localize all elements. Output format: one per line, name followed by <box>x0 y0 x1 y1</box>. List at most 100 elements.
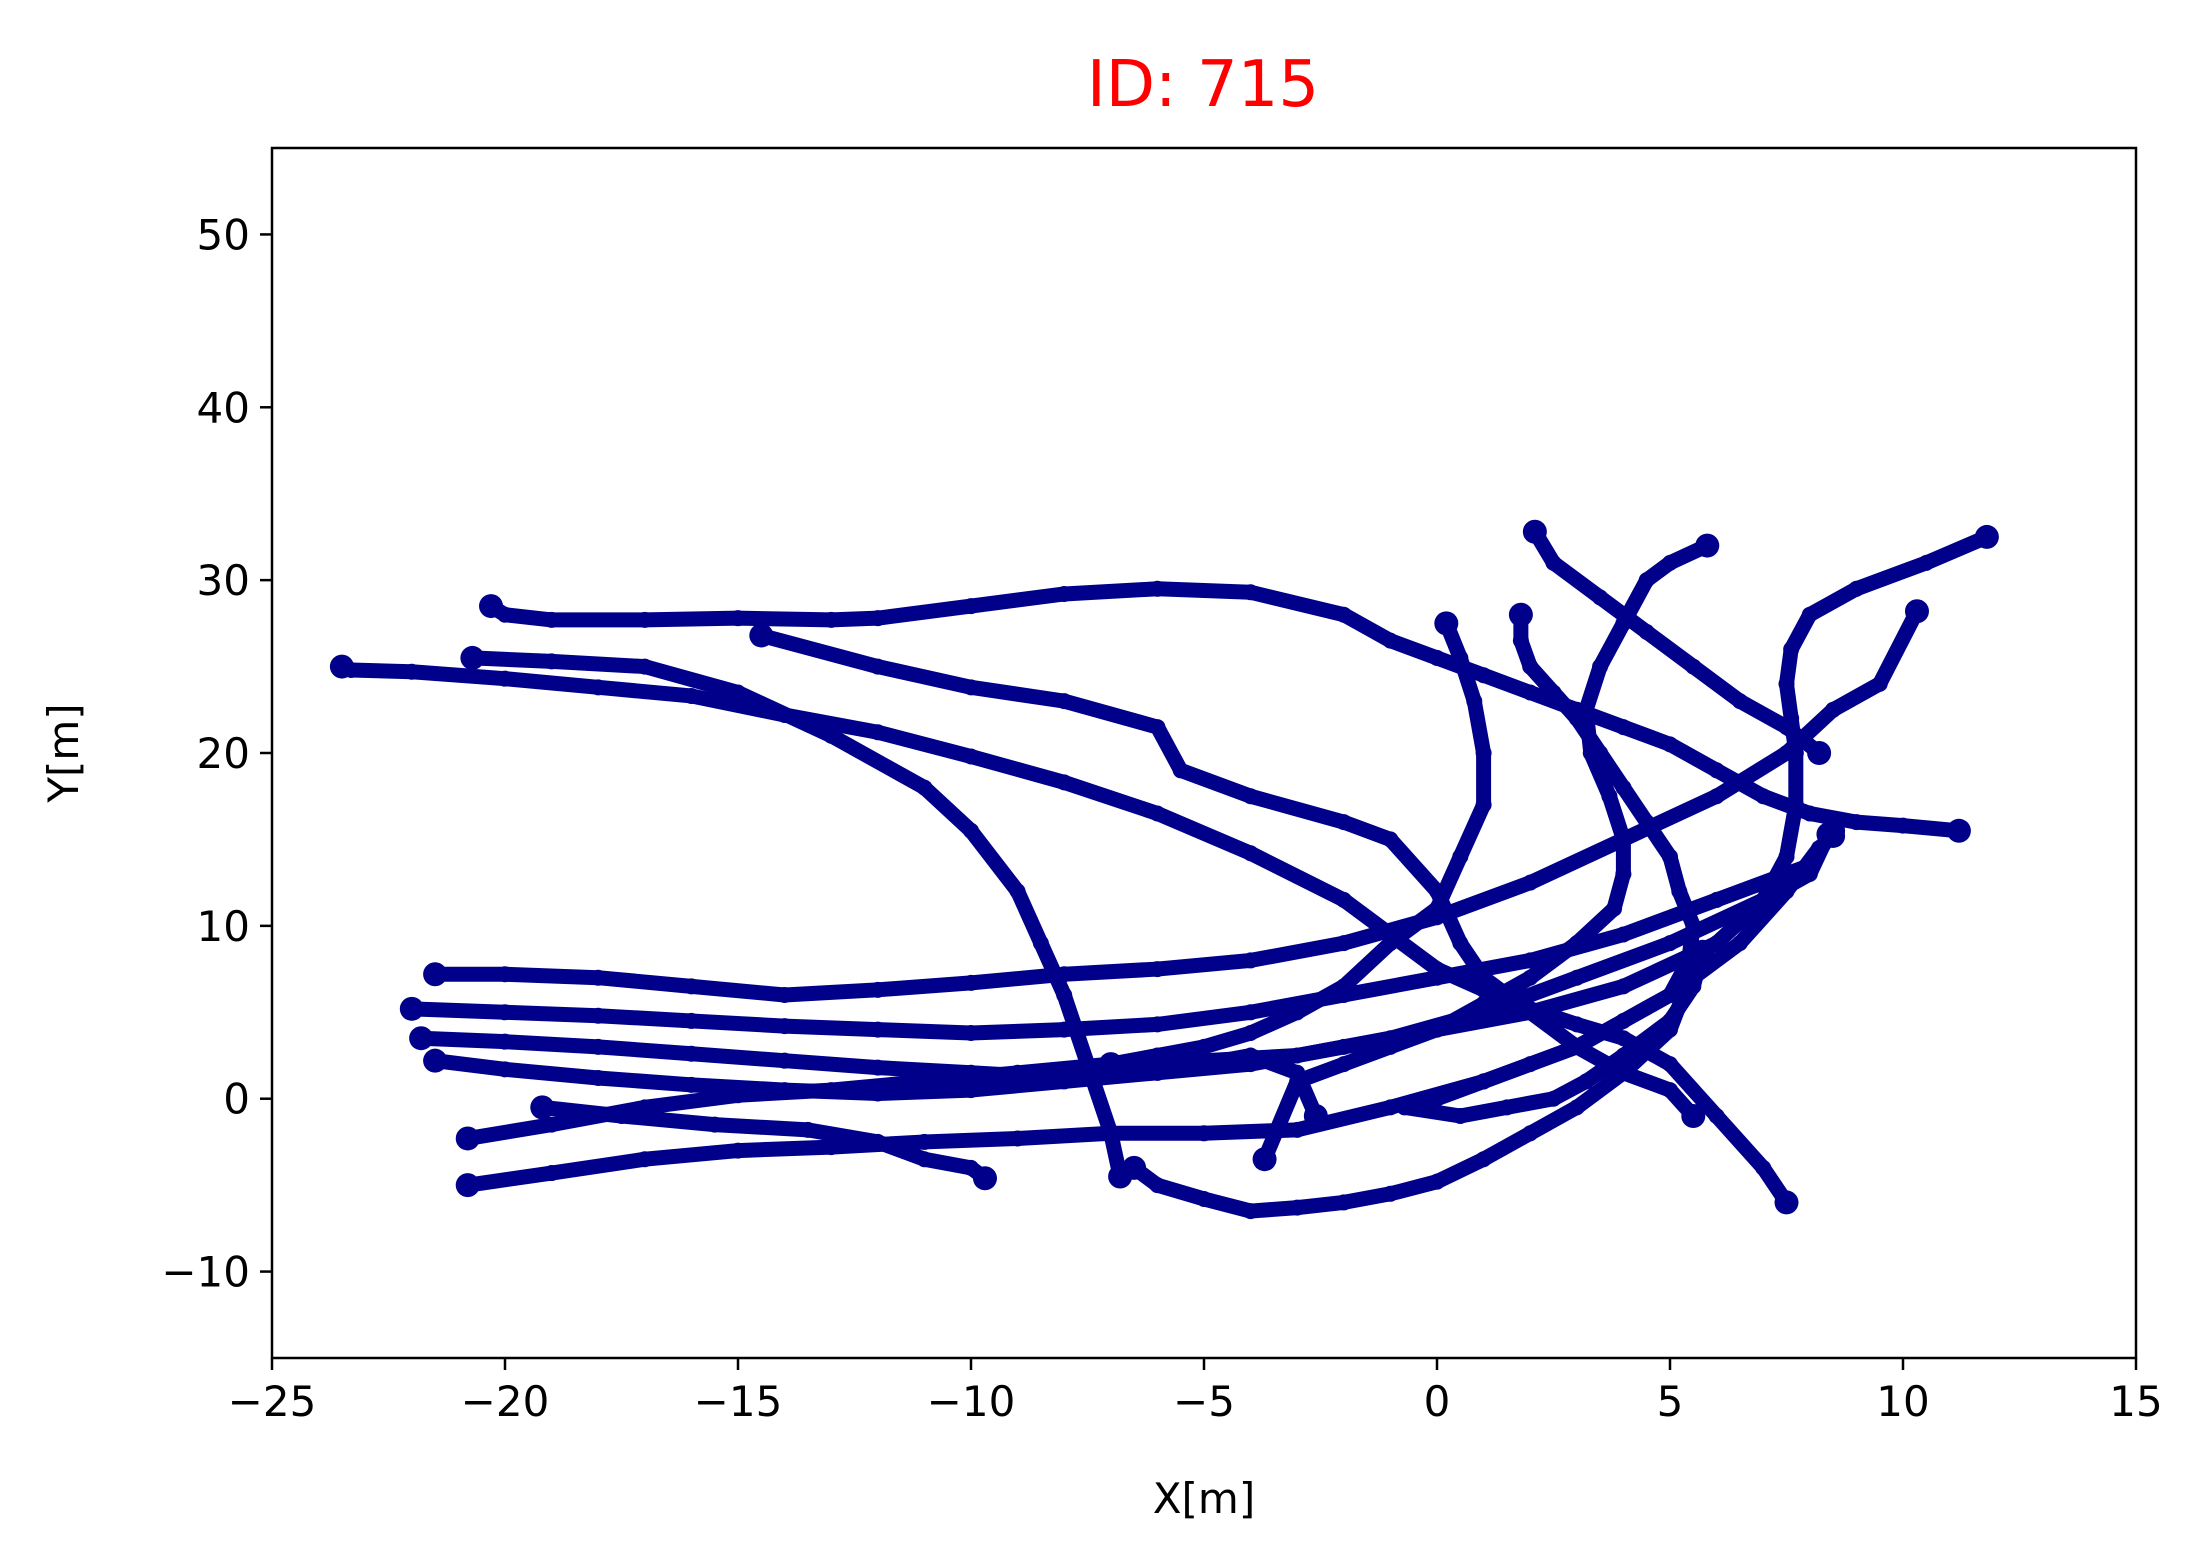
trajectory-point <box>1755 788 1772 805</box>
trajectory-point <box>1871 675 1888 692</box>
trajectory-line <box>1527 524 1827 761</box>
trajectory-point <box>1242 788 1259 805</box>
trajectory-point <box>1662 1082 1678 1099</box>
trajectory-point <box>1731 693 1748 710</box>
trajectory-point <box>497 966 513 983</box>
trajectory-point <box>1755 1159 1772 1176</box>
trajectory-point <box>1568 1016 1585 1033</box>
x-tick-label: −15 <box>694 1377 783 1426</box>
trajectory-point <box>1568 710 1585 727</box>
trajectory-point <box>1615 926 1632 943</box>
trajectory-point <box>1825 701 1842 718</box>
trajectory-point <box>1242 1004 1259 1021</box>
trajectory-point <box>1196 1038 1212 1055</box>
trajectory-end-point <box>1252 1147 1277 1172</box>
trajectory-point <box>1056 585 1073 602</box>
trajectory-series-13 <box>1522 519 1832 765</box>
y-tick-label: 40 <box>197 383 250 432</box>
trajectory-point <box>1512 632 1529 649</box>
trajectory-point <box>1335 1056 1352 1073</box>
trajectory-point <box>963 1025 979 1042</box>
trajectory-point <box>1606 900 1623 917</box>
trajectory-point <box>1149 1177 1166 1194</box>
trajectory-point <box>869 724 886 741</box>
trajectory-point <box>730 684 746 701</box>
trajectory-point <box>799 1121 816 1138</box>
trajectory-point <box>1382 831 1399 848</box>
trajectory-point <box>1638 814 1655 831</box>
trajectory-point <box>1615 719 1632 736</box>
trajectory-line <box>460 828 1841 1193</box>
trajectory-point <box>497 1061 513 1078</box>
trajectory-point <box>963 1082 979 1099</box>
trajectory-end-point <box>1974 524 1999 549</box>
trajectory-point <box>1335 814 1352 831</box>
trajectory-point <box>1848 814 1865 831</box>
trajectory-point <box>1196 1190 1212 1207</box>
trajectory-point <box>1578 1073 1595 1090</box>
trajectory-point <box>1009 883 1026 900</box>
trajectory-series-16 <box>1122 957 1706 1220</box>
trajectory-point <box>1289 1121 1306 1138</box>
trajectory-point <box>1056 1021 1073 1038</box>
trajectory-start-point <box>423 1048 448 1073</box>
trajectory-point <box>1592 745 1609 761</box>
trajectory-point <box>1522 952 1539 969</box>
x-axis-ticks: −25 −20 −15 −10 −5 0 5 10 15 <box>228 1358 2163 1426</box>
trajectory-point <box>1778 719 1795 736</box>
trajectory-point <box>1801 805 1818 822</box>
trajectory-end-point <box>972 1166 997 1191</box>
trajectory-point <box>776 1052 793 1069</box>
trajectory-point <box>1335 935 1352 952</box>
trajectory-point <box>1196 1125 1212 1142</box>
trajectory-point <box>590 1007 607 1024</box>
trajectory-point <box>1396 1099 1413 1116</box>
trajectory-point <box>543 653 560 670</box>
trajectory-start-point <box>479 594 504 619</box>
trajectory-point <box>1638 572 1655 589</box>
y-tick-label: −10 <box>161 1248 250 1297</box>
trajectory-point <box>1662 1021 1678 1038</box>
trajectory-end-point <box>1946 818 1971 843</box>
x-tick-label: −5 <box>1173 1377 1235 1426</box>
trajectory-point <box>1787 796 1804 813</box>
trajectory-point <box>1452 649 1469 666</box>
trajectory-point <box>1102 1125 1119 1142</box>
trajectory-point <box>823 727 840 744</box>
trajectory-point <box>1149 719 1166 736</box>
trajectory-start-point <box>1522 519 1547 544</box>
trajectory-point <box>1708 762 1725 779</box>
trajectory-point <box>1662 935 1678 952</box>
trajectory-point <box>1382 1185 1399 1202</box>
trajectory-point <box>1918 554 1935 571</box>
trajectory-point <box>1289 1047 1306 1064</box>
trajectory-point <box>543 1165 560 1182</box>
trajectory-point <box>1149 580 1166 597</box>
trajectory-point <box>543 611 560 628</box>
trajectory-point <box>497 1004 513 1021</box>
trajectory-point <box>1662 736 1678 753</box>
trajectory-point <box>636 658 653 675</box>
trajectory-point <box>1335 987 1352 1003</box>
trajectory-point <box>1708 891 1725 908</box>
trajectory-point <box>1778 675 1795 692</box>
trajectory-point <box>730 610 746 627</box>
trajectory-point <box>1242 1025 1259 1042</box>
trajectory-point <box>1382 1038 1399 1055</box>
trajectory-point <box>1685 917 1702 934</box>
x-tick-label: −25 <box>228 1377 317 1426</box>
trajectory-point <box>1662 1056 1678 1073</box>
trajectory-end-point <box>1807 741 1832 765</box>
trajectory-point <box>1522 1125 1539 1142</box>
trajectory-point <box>823 1139 840 1156</box>
trajectory-point <box>1615 615 1632 632</box>
trajectory-point <box>683 1012 700 1029</box>
x-tick-label: 15 <box>2109 1377 2162 1426</box>
trajectory-point <box>1801 606 1818 623</box>
trajectory-point <box>1475 1151 1492 1168</box>
trajectory-point <box>1429 1090 1445 1107</box>
trajectory-point <box>1685 658 1702 675</box>
trajectory-point <box>1032 935 1049 952</box>
trajectory-point <box>1615 1012 1632 1029</box>
trajectory-point <box>1056 693 1073 710</box>
